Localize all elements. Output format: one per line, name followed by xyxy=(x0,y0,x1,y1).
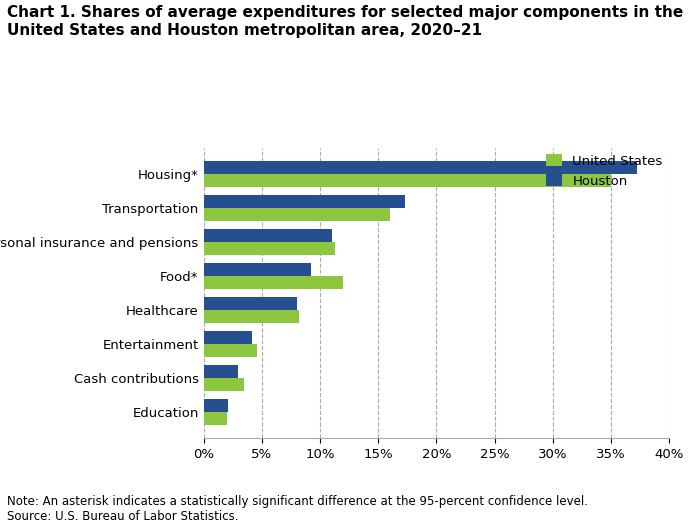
Bar xyxy=(204,378,244,391)
Text: Note: An asterisk indicates a statistically significant difference at the 95-per: Note: An asterisk indicates a statistica… xyxy=(7,495,588,523)
Bar xyxy=(204,208,390,221)
Bar xyxy=(204,195,405,208)
Bar xyxy=(204,412,227,425)
Bar xyxy=(204,242,335,255)
Bar xyxy=(204,399,228,412)
Bar xyxy=(204,276,344,289)
Bar xyxy=(204,365,239,378)
Text: Chart 1. Shares of average expenditures for selected major components in the
Uni: Chart 1. Shares of average expenditures … xyxy=(7,5,683,37)
Bar xyxy=(204,229,332,242)
Legend: United States, Houston: United States, Houston xyxy=(546,154,662,188)
Bar xyxy=(204,174,611,187)
Bar xyxy=(204,331,253,344)
Bar xyxy=(204,310,299,323)
Bar xyxy=(204,161,637,174)
Bar xyxy=(204,263,310,276)
Bar xyxy=(204,344,257,357)
Bar xyxy=(204,297,297,310)
